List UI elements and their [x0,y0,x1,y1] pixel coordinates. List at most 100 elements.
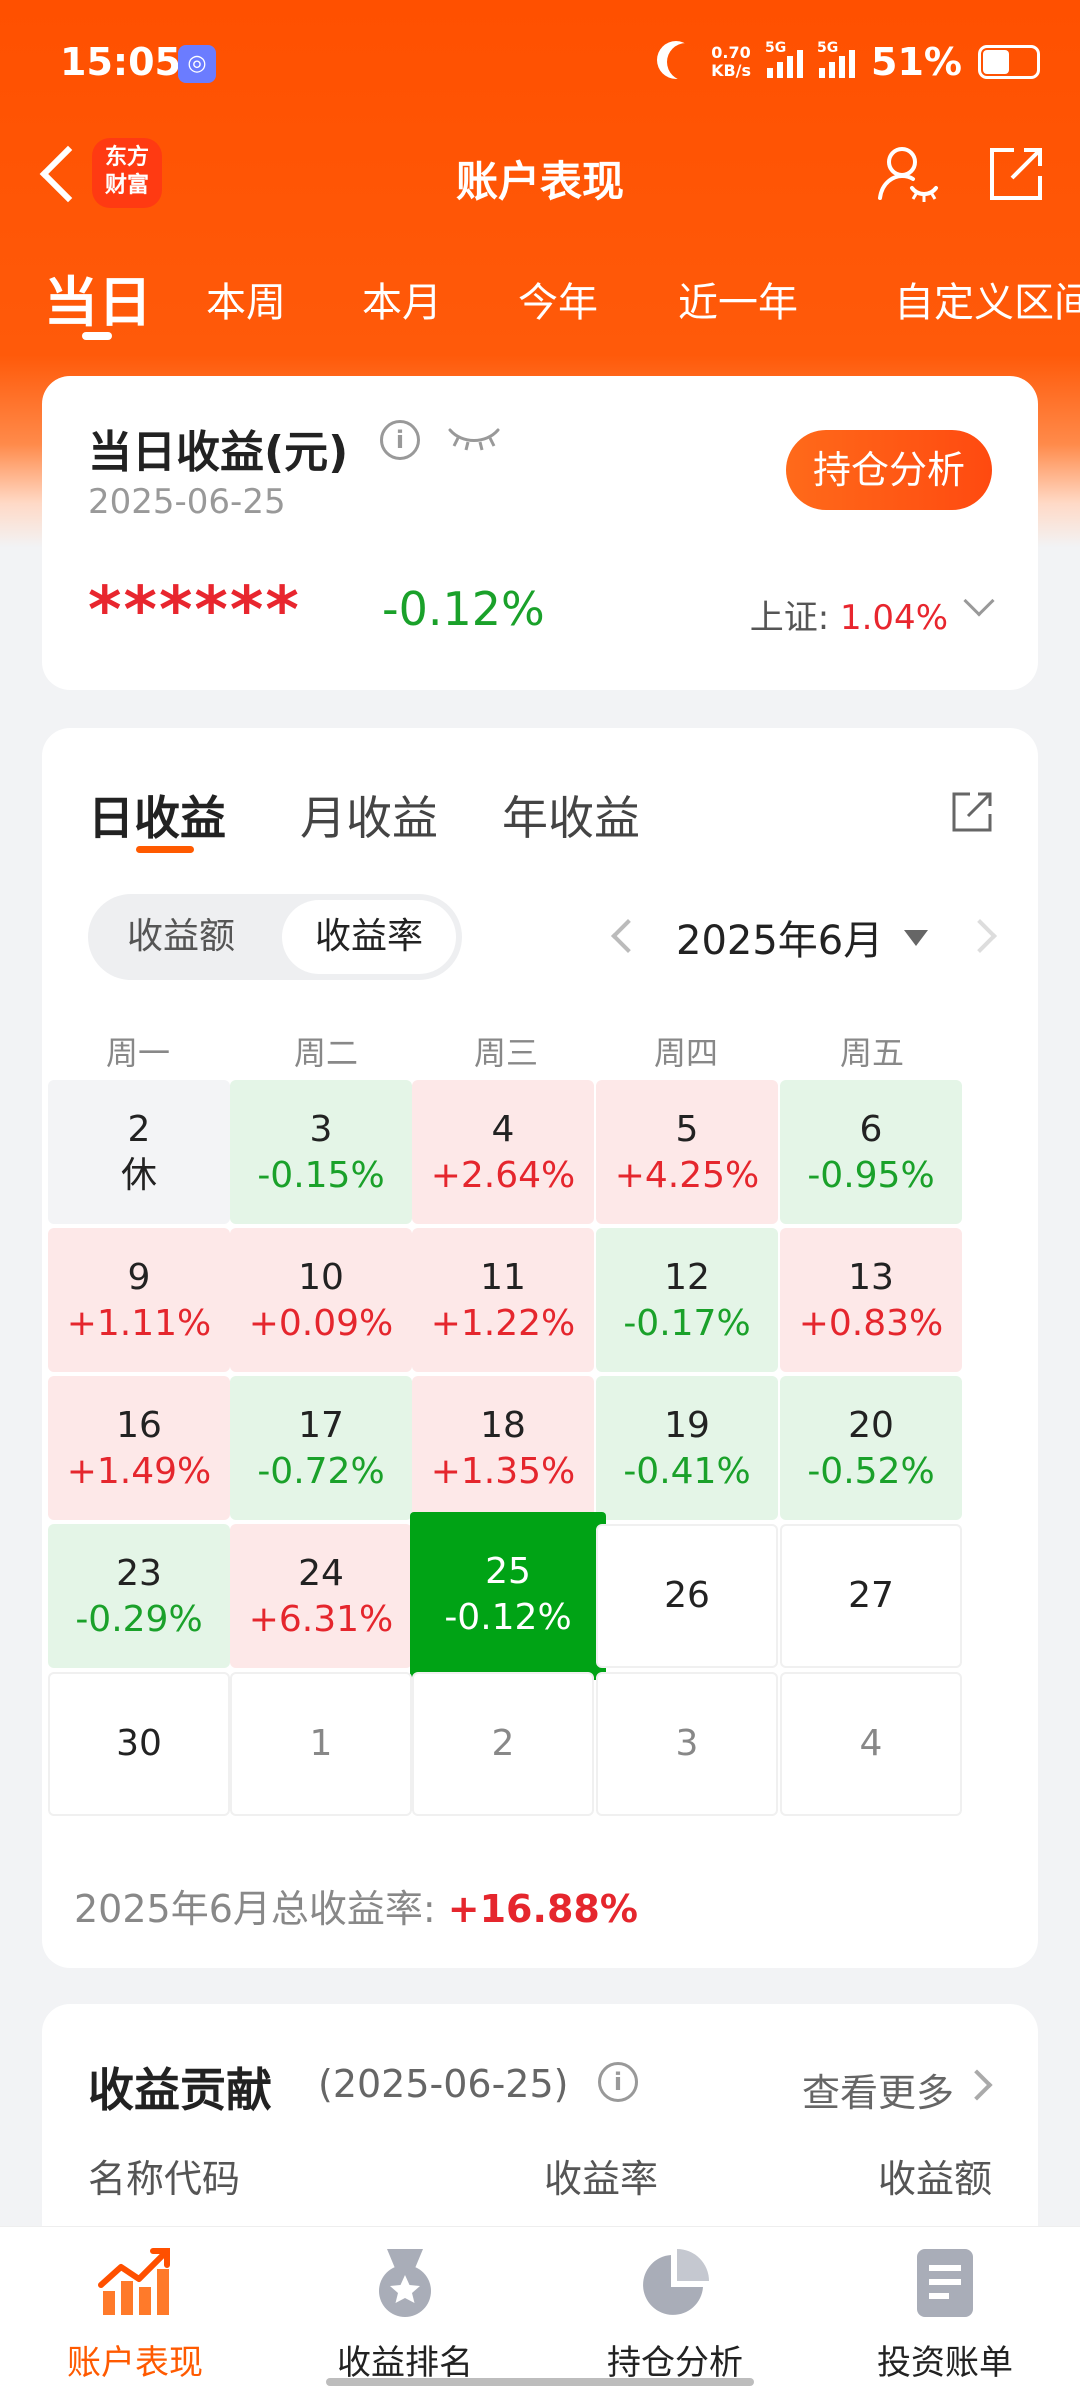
chevron-down-icon[interactable] [963,585,995,617]
daily-summary-card: 当日收益(元) i 2025-06-25 持仓分析 ****** -0.12% … [42,376,1038,690]
chevron-right-icon[interactable] [961,2069,993,2101]
calendar-day-cell[interactable]: 3 -0.15% [230,1080,412,1224]
calendar-day-cell[interactable]: 27 [780,1524,962,1668]
calendar-day-number: 26 [664,1575,710,1616]
info-icon[interactable]: i [598,2062,638,2102]
calendar-day-cell[interactable]: 6 -0.95% [780,1080,962,1224]
calendar-day-cell[interactable]: 20 -0.52% [780,1376,962,1520]
calendar-day-cell[interactable]: 13 +0.83% [780,1228,962,1372]
calendar-day-cell[interactable]: 25 -0.12% [410,1512,606,1680]
nav-label: 收益排名 [337,2343,473,2383]
view-more-link[interactable]: 查看更多 [801,2071,954,2115]
calendar-day-number: 24 [298,1553,344,1594]
calendar-day-cell[interactable]: 4 [780,1672,962,1816]
holding-analysis-button[interactable]: 持仓分析 [786,430,992,510]
calendar-day-return: -0.41% [623,1451,751,1492]
battery-percent: 51% [871,40,962,84]
monthly-total: 2025年6月总收益率: +16.88% [74,1878,638,1933]
calendar-day-cell[interactable]: 12 -0.17% [596,1228,778,1372]
calendar-day-number: 6 [859,1109,883,1150]
weekday-label: 周一 [105,1034,170,1072]
monthly-total-value: +16.88% [447,1887,638,1931]
calendar-day-cell[interactable]: 17 -0.72% [230,1376,412,1520]
hide-eye-icon[interactable] [446,424,502,454]
logo-text-line1: 东方 [104,145,149,170]
info-icon[interactable]: i [380,420,420,460]
calendar-day-cell[interactable]: 1 [230,1672,412,1816]
tab-custom-range[interactable]: 自定义区间 [894,280,1080,326]
nav-label: 持仓分析 [607,2343,743,2383]
tab-this-week[interactable]: 本周 [206,280,286,326]
tab-last-year[interactable]: 近一年 [678,280,798,326]
pie-chart-icon [643,2249,709,2315]
prev-month-icon[interactable] [611,919,645,953]
calendar-day-number: 3 [309,1109,333,1150]
calendar-day-cell[interactable]: 30 [48,1672,230,1816]
signal-label: 5G [765,40,787,56]
nav-investment-statement[interactable]: 投资账单 [810,2245,1080,2384]
calendar-day-cell[interactable]: 23 -0.29% [48,1524,230,1668]
weekday-label: 周二 [293,1034,358,1072]
signal-icon: 5G [765,40,804,78]
toggle-amount[interactable]: 收益额 [126,916,235,957]
calendar-day-return: -0.52% [807,1451,935,1492]
calendar-day-number: 20 [848,1405,894,1446]
calendar-day-cell[interactable]: 9 +1.11% [48,1228,230,1372]
calendar-day-return: +1.11% [66,1303,212,1344]
calendar-day-return: +6.31% [248,1599,394,1640]
calendar-day-number: 23 [116,1553,162,1594]
calendar-day-number: 10 [298,1257,344,1298]
app-notification-icon: ◎ [178,45,216,83]
month-selector[interactable]: 2025年6月 [676,918,884,964]
calendar-day-cell[interactable]: 24 +6.31% [230,1524,412,1668]
calendar-day-cell[interactable]: 5 +4.25% [596,1080,778,1224]
period-tabs: 当日 本周 本月 今年 近一年 自定义区间 [0,250,1080,340]
nav-account-performance[interactable]: 账户表现 [0,2245,270,2384]
calendar-day-number: 4 [859,1723,883,1764]
calendar-day-cell[interactable]: 4 +2.64% [412,1080,594,1224]
calendar-day-cell[interactable]: 10 +0.09% [230,1228,412,1372]
tab-today[interactable]: 当日 [44,271,152,334]
calendar-day-cell[interactable]: 2 [412,1672,594,1816]
calendar-day-cell[interactable]: 19 -0.41% [596,1376,778,1520]
calendar-day-number: 2 [491,1723,515,1764]
calendar-day-number: 18 [480,1405,526,1446]
calendar-day-cell[interactable]: 26 [596,1524,778,1668]
calendar-day-number: 19 [664,1405,710,1446]
nav-holding-analysis[interactable]: 持仓分析 [540,2245,810,2384]
tab-monthly-return[interactable]: 月收益 [300,791,438,845]
column-return-amount: 收益额 [877,2157,992,2201]
toggle-rate[interactable]: 收益率 [282,900,456,974]
summary-date: 2025-06-25 [88,482,286,522]
daily-return-pct: -0.12% [382,582,545,636]
signal-label: 5G [817,40,839,56]
calendar-day-cell[interactable]: 18 +1.35% [412,1376,594,1520]
calendar-day-cell[interactable]: 16 +1.49% [48,1376,230,1520]
caret-down-icon[interactable] [904,930,928,946]
share-icon[interactable] [984,142,1048,206]
calendar-day-cell[interactable]: 3 [596,1672,778,1816]
index-label: 上证: [749,598,830,638]
index-comparison[interactable]: 上证: 1.04% [750,590,948,639]
calendar-day-return: -0.17% [623,1303,751,1344]
status-time: 15:05 [60,40,181,84]
next-month-icon[interactable] [963,919,997,953]
calendar-day-number: 30 [116,1723,162,1764]
tab-daily-return[interactable]: 日收益 [88,791,226,845]
home-indicator[interactable] [326,2378,754,2386]
tab-this-year[interactable]: 今年 [518,280,598,326]
share-icon[interactable] [948,788,996,836]
calendar-day-number: 17 [298,1405,344,1446]
nav-return-ranking[interactable]: 收益排名 [270,2245,540,2384]
nav-label: 投资账单 [877,2343,1013,2383]
logo-text-line2: 财富 [104,173,149,198]
weekday-label: 周四 [653,1034,718,1072]
calendar-day-cell[interactable]: 11 +1.22% [412,1228,594,1372]
network-speed: 0.70 KB/s [711,44,751,80]
user-privacy-icon[interactable] [876,142,940,206]
calendar-day-number: 2 [127,1109,151,1150]
contribution-title: 收益贡献 [88,2063,272,2117]
tab-yearly-return[interactable]: 年收益 [502,791,640,845]
tab-this-month[interactable]: 本月 [362,280,442,326]
